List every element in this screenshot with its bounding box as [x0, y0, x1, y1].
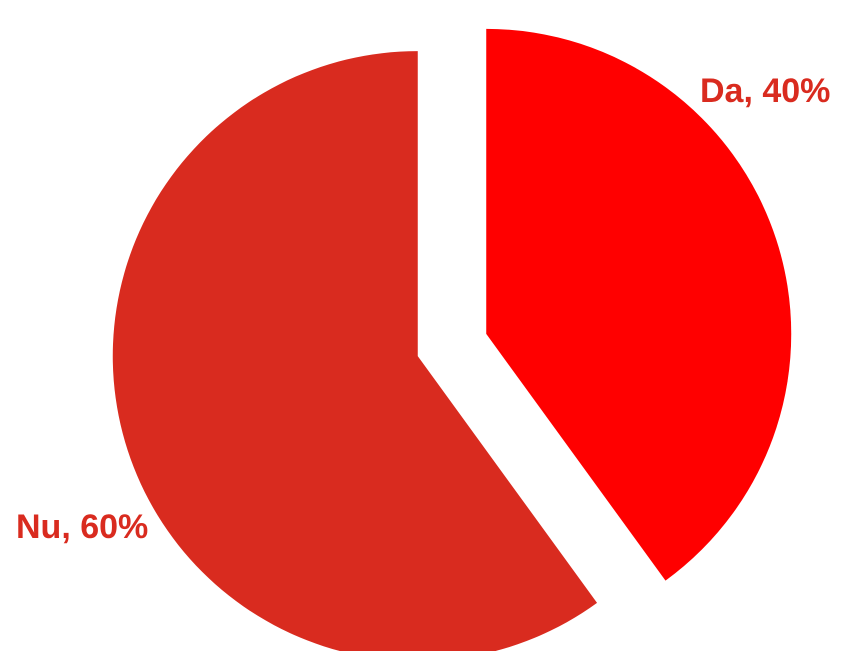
pie-data-labels: Da, 40% Nu, 60% [16, 72, 830, 546]
data-label-da: Da, 40% [700, 72, 830, 110]
pie-slice-nu [112, 51, 598, 651]
data-label-nu: Nu, 60% [16, 508, 148, 546]
pie-slice-da [486, 28, 792, 581]
pie-slices [112, 28, 792, 651]
